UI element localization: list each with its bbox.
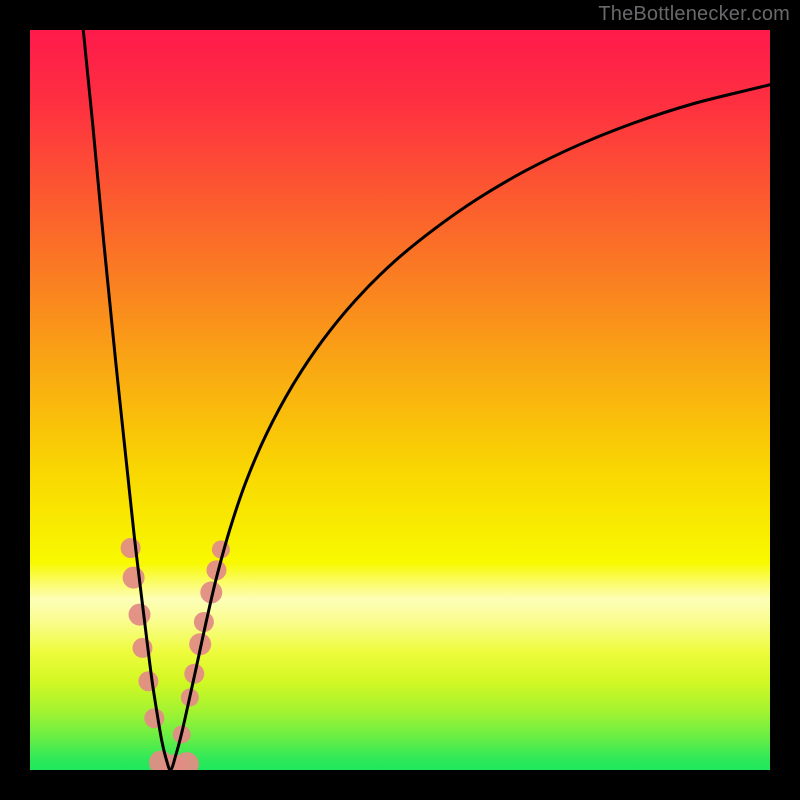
watermark-text: TheBottlenecker.com [598,3,790,26]
data-marker [129,604,151,626]
markers-group [121,538,230,770]
frame-border-bottom [0,770,800,800]
data-marker [175,752,199,770]
data-marker [144,708,164,728]
chart-stage: TheBottlenecker.com [0,0,800,800]
frame-border-left [0,0,30,800]
plot-area [30,30,770,770]
bottleneck-curve [83,30,770,770]
frame-border-right [770,0,800,800]
curve-layer [30,30,770,770]
data-marker [138,671,158,691]
